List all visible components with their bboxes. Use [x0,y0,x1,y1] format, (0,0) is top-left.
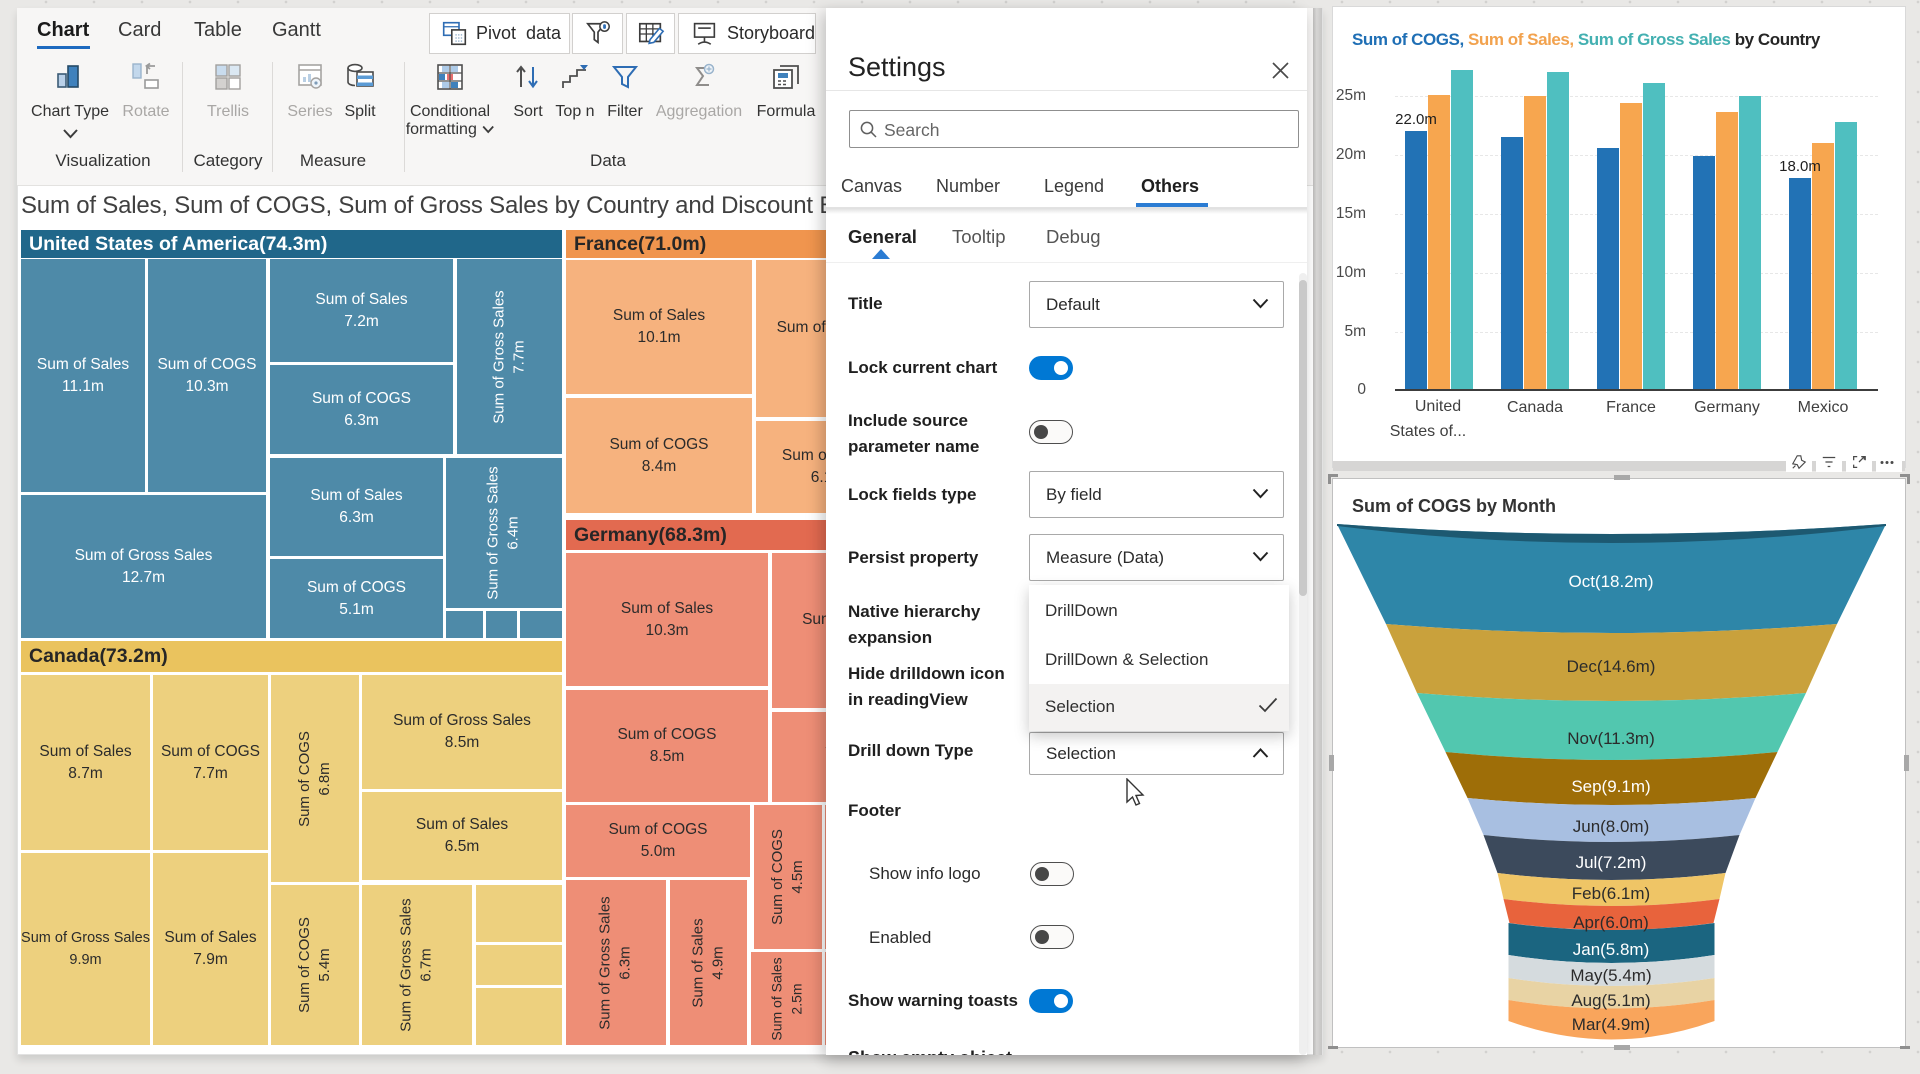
svg-text:Nov(11.3m): Nov(11.3m) [1567,729,1655,748]
svg-text:Jan(5.8m): Jan(5.8m) [1573,940,1650,959]
svg-text:Sep(9.1m): Sep(9.1m) [1571,777,1650,796]
svg-text:Jul(7.2m): Jul(7.2m) [1576,853,1647,872]
svg-text:Dec(14.6m): Dec(14.6m) [1567,657,1656,676]
svg-text:Aug(5.1m): Aug(5.1m) [1571,991,1650,1010]
svg-text:Mar(4.9m): Mar(4.9m) [1572,1015,1650,1034]
svg-text:May(5.4m): May(5.4m) [1570,966,1651,985]
svg-text:Apr(6.0m): Apr(6.0m) [1573,913,1649,932]
svg-text:Oct(18.2m): Oct(18.2m) [1568,572,1653,591]
svg-text:Jun(8.0m): Jun(8.0m) [1573,817,1650,836]
svg-text:Feb(6.1m): Feb(6.1m) [1572,884,1650,903]
